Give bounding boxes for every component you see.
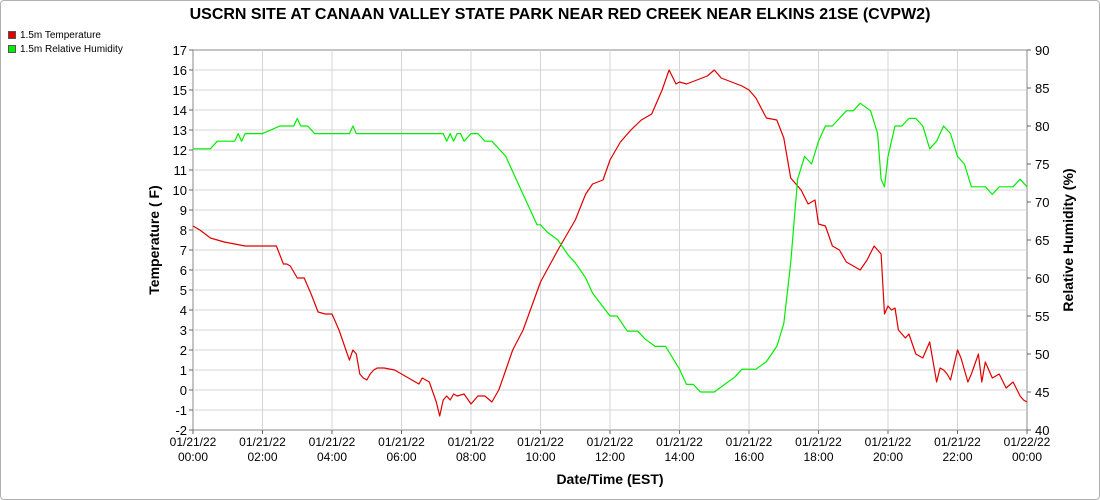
x-tick-date-label: 01/21/22 <box>865 435 912 449</box>
x-tick-date-label: 01/21/22 <box>448 435 495 449</box>
y2-tick-label: 50 <box>1035 347 1049 362</box>
y-tick-label: -1 <box>175 403 187 418</box>
x-tick-date-label: 01/21/22 <box>239 435 286 449</box>
x-axis-label: Date/Time (EST) <box>556 471 663 487</box>
x-tick-time-label: 08:00 <box>456 450 486 464</box>
x-tick-time-label: 20:00 <box>873 450 903 464</box>
x-tick-date-label: 01/21/22 <box>656 435 703 449</box>
x-tick-date-label: 01/22/22 <box>1004 435 1051 449</box>
x-tick-date-label: 01/21/22 <box>934 435 981 449</box>
legend-label-temperature: 1.5m Temperature <box>20 29 101 41</box>
y-tick-label: 9 <box>180 203 187 218</box>
chart-title: USCRN SITE AT CANAAN VALLEY STATE PARK N… <box>190 6 931 23</box>
x-tick-time-label: 06:00 <box>386 450 416 464</box>
y-tick-label: 13 <box>173 123 187 138</box>
y-axis-label: Temperature ( F) <box>146 185 162 294</box>
x-tick-date-label: 01/21/22 <box>378 435 425 449</box>
series-lines <box>192 69 1028 417</box>
axes: -2-1012345678910111213141516174045505560… <box>170 43 1051 464</box>
y2-tick-label: 85 <box>1035 81 1049 96</box>
x-tick-time-label: 16:00 <box>734 450 764 464</box>
y-tick-label: 17 <box>173 43 187 58</box>
y2-tick-label: 75 <box>1035 157 1049 172</box>
y2-tick-label: 70 <box>1035 195 1049 210</box>
y2-tick-label: 80 <box>1035 119 1049 134</box>
y-tick-label: 15 <box>173 83 187 98</box>
legend: 1.5m Temperature 1.5m Relative Humidity <box>8 28 123 56</box>
x-tick-time-label: 10:00 <box>525 450 555 464</box>
x-tick-date-label: 01/21/22 <box>309 435 356 449</box>
x-tick-time-label: 22:00 <box>942 450 972 464</box>
x-tick-time-label: 04:00 <box>317 450 347 464</box>
y2-tick-label: 60 <box>1035 271 1049 286</box>
y2-tick-label: 45 <box>1035 385 1049 400</box>
y2-axis-label: Relative Humidity (%) <box>1060 168 1076 311</box>
y2-tick-label: 40 <box>1035 423 1049 438</box>
x-tick-time-label: 18:00 <box>803 450 833 464</box>
x-tick-time-label: 14:00 <box>664 450 694 464</box>
y-tick-label: -2 <box>175 423 187 438</box>
y-tick-label: 4 <box>180 303 187 318</box>
legend-swatch-temperature <box>8 31 16 39</box>
x-tick-date-label: 01/21/22 <box>726 435 773 449</box>
y-tick-label: 8 <box>180 223 187 238</box>
x-tick-time-label: 12:00 <box>595 450 625 464</box>
x-tick-date-label: 01/21/22 <box>170 435 217 449</box>
y-tick-label: 6 <box>180 263 187 278</box>
y-tick-label: 1 <box>180 363 187 378</box>
y-tick-label: 5 <box>180 283 187 298</box>
y2-tick-label: 55 <box>1035 309 1049 324</box>
y-tick-label: 2 <box>180 343 187 358</box>
x-tick-date-label: 01/21/22 <box>795 435 842 449</box>
y-tick-label: 12 <box>173 143 187 158</box>
y2-tick-label: 65 <box>1035 233 1049 248</box>
y-tick-label: 7 <box>180 243 187 258</box>
legend-item-temperature: 1.5m Temperature <box>8 28 123 42</box>
legend-item-humidity: 1.5m Relative Humidity <box>8 42 123 56</box>
y-tick-label: 16 <box>173 63 187 78</box>
y-tick-label: 14 <box>173 103 187 118</box>
legend-label-humidity: 1.5m Relative Humidity <box>20 43 123 55</box>
y-tick-label: 11 <box>174 163 188 178</box>
y-tick-label: 3 <box>180 323 187 338</box>
humidity-line <box>193 102 1028 393</box>
y-tick-label: 0 <box>180 383 187 398</box>
x-tick-date-label: 01/21/22 <box>587 435 634 449</box>
x-tick-time-label: 02:00 <box>247 450 277 464</box>
x-tick-time-label: 00:00 <box>178 450 208 464</box>
x-tick-date-label: 01/21/22 <box>517 435 564 449</box>
temperature-line <box>192 69 1028 417</box>
y2-tick-label: 90 <box>1035 43 1049 58</box>
grid-lines <box>193 50 1027 430</box>
y-tick-label: 10 <box>173 183 187 198</box>
legend-swatch-humidity <box>8 45 16 53</box>
x-tick-time-label: 00:00 <box>1012 450 1042 464</box>
